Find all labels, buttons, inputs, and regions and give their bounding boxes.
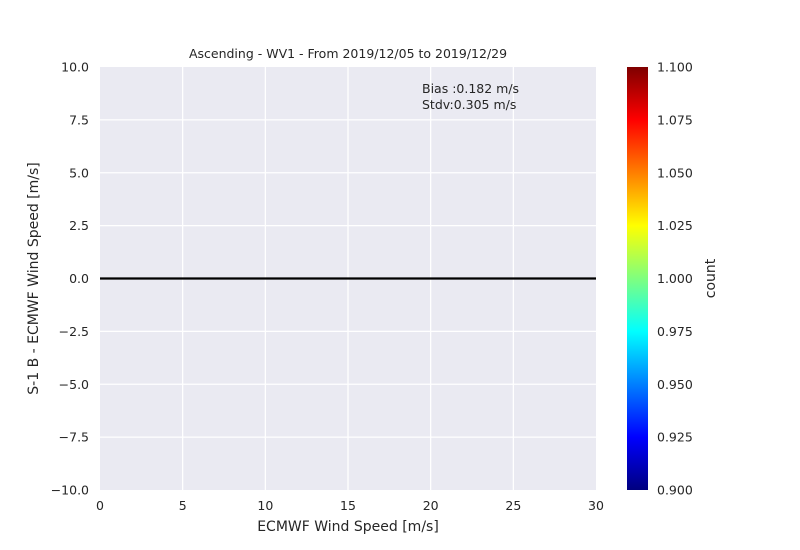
x-tick-label: 15	[340, 498, 356, 513]
x-tick-label: 20	[423, 498, 439, 513]
colorbar	[627, 67, 648, 490]
annotation-stdv: Stdv:0.305 m/s	[422, 97, 516, 112]
y-tick-label: −7.5	[59, 430, 89, 445]
y-axis-label: S-1 B - ECMWF Wind Speed [m/s]	[26, 162, 42, 394]
y-tick-label: −2.5	[59, 324, 89, 339]
y-tick-label: −10.0	[51, 483, 89, 498]
colorbar-tick-label: 0.950	[657, 377, 693, 392]
x-tick-label: 25	[505, 498, 521, 513]
colorbar-ticks: 0.900 0.925 0.950 0.975 1.000 1.025 1.050 1.075…	[657, 60, 693, 498]
y-axis: −10.0 −7.5 −5.0 −2.5 0.0 2.5 5.0 7.5 10.0	[51, 60, 89, 498]
colorbar-tick-label: 1.050	[657, 165, 693, 180]
y-tick-label: 0.0	[69, 271, 89, 286]
y-tick-label: 10.0	[61, 60, 89, 75]
colorbar-label: count	[703, 258, 719, 298]
y-tick-label: 2.5	[69, 218, 89, 233]
colorbar-tick-label: 1.100	[657, 60, 693, 75]
colorbar-tick-label: 1.075	[657, 112, 693, 127]
x-tick-label: 0	[96, 498, 104, 513]
x-tick-label: 30	[588, 498, 604, 513]
colorbar-tick-label: 0.925	[657, 430, 693, 445]
colorbar-tick-label: 1.000	[657, 271, 693, 286]
colorbar-tick-label: 0.900	[657, 483, 693, 498]
chart-title: Ascending - WV1 - From 2019/12/05 to 201…	[189, 46, 507, 61]
y-tick-label: 7.5	[69, 112, 89, 127]
colorbar-tick-label: 1.025	[657, 218, 693, 233]
x-axis-label: ECMWF Wind Speed [m/s]	[257, 519, 439, 535]
x-tick-label: 10	[257, 498, 273, 513]
colorbar-tick-label: 0.975	[657, 324, 693, 339]
y-tick-label: −5.0	[59, 377, 89, 392]
annotation-bias: Bias :0.182 m/s	[422, 81, 519, 96]
x-axis: 0 5 10 15 20 25 30	[96, 498, 604, 513]
x-tick-label: 5	[179, 498, 187, 513]
y-tick-label: 5.0	[69, 165, 89, 180]
